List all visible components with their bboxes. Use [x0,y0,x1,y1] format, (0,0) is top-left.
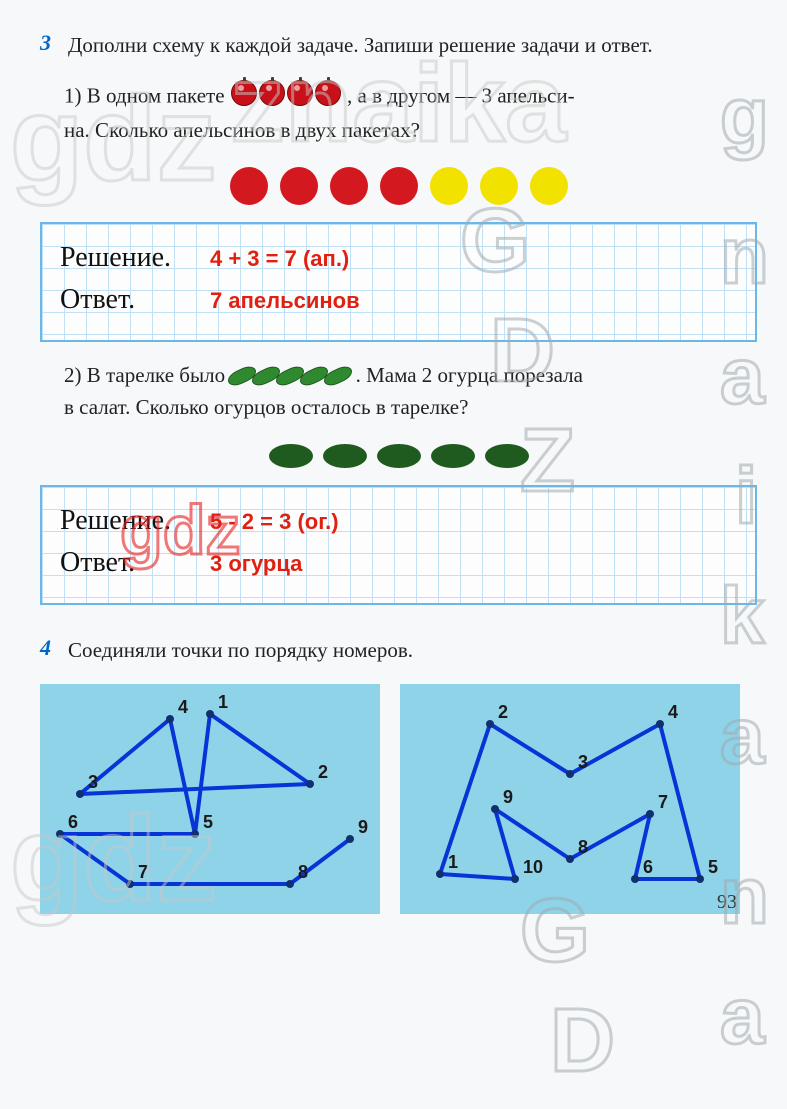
point-label: 2 [318,762,328,783]
page-number: 93 [717,891,737,914]
task3-p1-line2: на. Сколько апельсинов в двух пакетах? [64,118,420,142]
point-label: 10 [523,857,543,878]
cucumbers-inline [230,361,350,393]
point-label: 5 [708,857,718,878]
apple-icon [287,80,313,106]
task4-number: 4 [40,635,64,661]
point-label: 9 [503,787,513,808]
oval-icon [269,444,313,468]
solution-value-2: 5 - 2 = 3 (ог.) [210,509,339,535]
answer-value-2: 3 огурца [210,551,302,577]
task4-text: Соединяли точки по порядку номеров. [68,635,728,667]
watermark-letter: D [550,990,615,1093]
task3-p2-prefix: 2) В тарелке было [64,363,230,387]
point-label: 4 [668,702,678,723]
point-label: 2 [498,702,508,723]
solution-box-2: Решение. 5 - 2 = 3 (ог.) Ответ. 3 огурца [40,485,757,605]
circle-icon [330,167,368,205]
apples-inline [230,80,342,116]
task3-p2-mid: . Мама 2 огурца порезала [356,363,583,387]
label-answer-2: Ответ. [60,547,210,579]
cucumber-ovals-row [40,444,757,473]
solution-value-1: 4 + 3 = 7 (ап.) [210,246,349,272]
apple-icon [259,80,285,106]
answer-value-1: 7 апельсинов [210,288,360,314]
point-label: 3 [88,772,98,793]
point-label: 8 [578,837,588,858]
label-answer-1: Ответ. [60,284,210,316]
orange-circles-row [40,167,757,210]
apple-icon [231,80,257,106]
task3-p2-line2: в салат. Сколько огурцов осталось в таре… [64,395,468,419]
point-label: 9 [358,817,368,838]
oval-icon [323,444,367,468]
solution-box-1: Решение. 4 + 3 = 7 (ап.) Ответ. 7 апельс… [40,222,757,342]
oval-icon [377,444,421,468]
point-label: 1 [448,852,458,873]
circle-icon [380,167,418,205]
task3-number: 3 [40,30,64,56]
task3-part2: 2) В тарелке было . Мама 2 огурца пореза… [64,360,757,424]
task-4: 4 Соединяли точки по порядку номеров. 1 2… [40,635,757,915]
task3-p1-prefix: 1) В одном пакете [64,83,230,107]
point-label: 3 [578,752,588,773]
circle-icon [430,167,468,205]
oval-icon [431,444,475,468]
point-label: 8 [298,862,308,883]
point-label: 6 [68,812,78,833]
point-label: 6 [643,857,653,878]
task-3: 3 Дополни схему к каждой задаче. Запиши … [40,30,757,605]
task3-p1-mid: , а в другом — 3 апельси- [347,83,575,107]
label-solution-2: Решение. [60,505,210,537]
point-label: 7 [658,792,668,813]
dot-panels: 1 2 3 4 5 6 7 8 9 1 2 3 4 5 6 7 8 9 10 [40,684,757,914]
circle-icon [230,167,268,205]
circle-icon [480,167,518,205]
circle-icon [280,167,318,205]
point-label: 7 [138,862,148,883]
oval-icon [485,444,529,468]
circle-icon [530,167,568,205]
dot-panel-right: 1 2 3 4 5 6 7 8 9 10 [400,684,740,914]
label-solution-1: Решение. [60,242,210,274]
apple-icon [315,80,341,106]
point-label: 4 [178,697,188,718]
task3-intro: Дополни схему к каждой задаче. Запиши ре… [68,30,728,62]
point-label: 5 [203,812,213,833]
cucumber-icon [322,363,355,388]
point-label: 1 [218,692,228,713]
dot-panel-left: 1 2 3 4 5 6 7 8 9 [40,684,380,914]
watermark-letter: a [720,970,765,1062]
task3-part1: 1) В одном пакете , а в другом — 3 апель… [64,80,757,147]
